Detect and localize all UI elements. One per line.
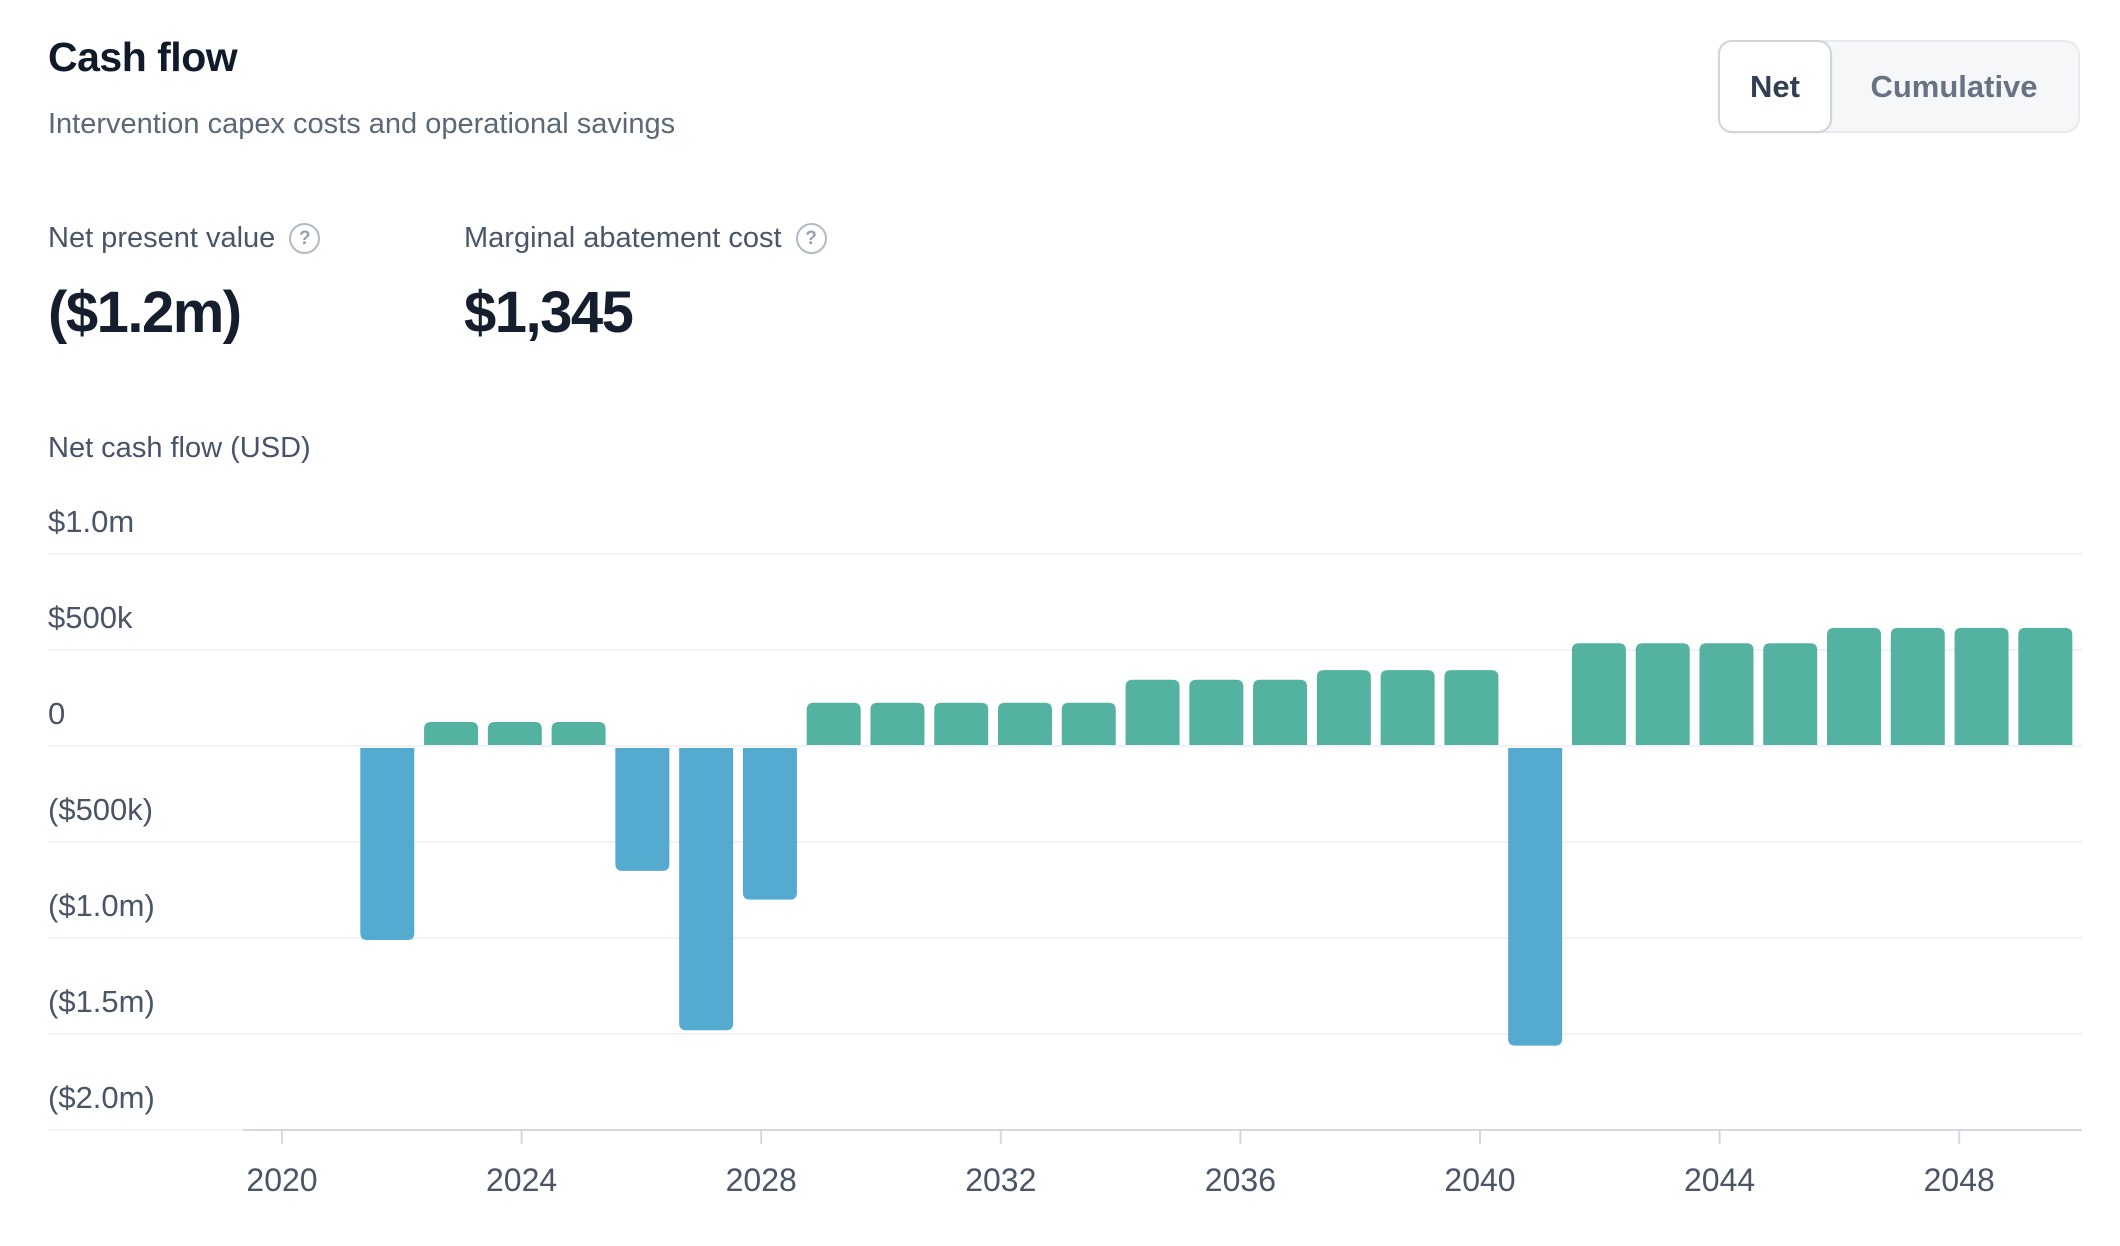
y-axis-tick-label: $500k (48, 600, 133, 635)
stat-label: Net present value (48, 222, 276, 254)
bar-2033[interactable] (1061, 702, 1116, 745)
bar-2028[interactable] (742, 748, 797, 900)
bar-2045[interactable] (1827, 627, 1882, 745)
chart-axis-title: Net cash flow (USD) (48, 432, 311, 464)
bar-2036[interactable] (1253, 679, 1308, 745)
stat-label: Marginal abatement cost (464, 222, 782, 254)
page-title: Cash flow (48, 34, 238, 80)
bar-2023[interactable] (424, 721, 479, 745)
bar-2032[interactable] (998, 702, 1052, 745)
bar-2027[interactable] (679, 748, 734, 1031)
bar-2034[interactable] (1125, 679, 1180, 745)
bar-2048[interactable] (2018, 627, 2073, 745)
bar-2041[interactable] (1571, 643, 1626, 745)
y-axis-tick-label: ($500k) (48, 792, 153, 827)
net-cumulative-toggle: Net Cumulative (1718, 40, 2080, 133)
bar-2026[interactable] (615, 748, 670, 871)
bar-2044[interactable] (1763, 643, 1818, 745)
stat-value: ($1.2m) (48, 280, 242, 345)
bar-2035[interactable] (1189, 679, 1244, 745)
help-icon[interactable]: ? (795, 223, 827, 254)
bar-2043[interactable] (1699, 643, 1754, 745)
toggle-option-net[interactable]: Net (1718, 40, 1832, 133)
page-subtitle: Intervention capex costs and operational… (48, 108, 676, 140)
bar-2039[interactable] (1444, 670, 1499, 745)
x-axis-tick-label: 2048 (1924, 1162, 1995, 1198)
bar-2030[interactable] (870, 702, 925, 745)
y-axis-tick-label: ($1.0m) (48, 888, 155, 923)
bar-2037[interactable] (1316, 670, 1371, 745)
x-axis-tick-label: 2020 (246, 1162, 317, 1198)
stat-net-present-value: Net present value ? ($1.2m) (48, 222, 321, 346)
bar-2022[interactable] (360, 748, 415, 940)
bar-2042[interactable] (1635, 643, 1690, 745)
bar-2047[interactable] (1954, 627, 2009, 745)
x-axis-tick-label: 2028 (726, 1162, 797, 1198)
y-axis-tick-label: ($1.5m) (48, 984, 155, 1019)
stat-marginal-abatement-cost: Marginal abatement cost ? $1,345 (464, 222, 827, 346)
x-axis-tick-label: 2036 (1205, 1162, 1276, 1198)
bar-2040[interactable] (1508, 748, 1563, 1046)
bar-2046[interactable] (1890, 627, 1945, 745)
bar-2029[interactable] (806, 702, 861, 745)
bar-2038[interactable] (1380, 670, 1435, 745)
y-axis-tick-label: ($2.0m) (48, 1080, 155, 1115)
x-axis-tick-label: 2040 (1444, 1162, 1515, 1198)
bar-2024[interactable] (487, 721, 542, 745)
toggle-option-cumulative[interactable]: Cumulative (1830, 42, 2078, 131)
x-axis-tick-label: 2024 (486, 1162, 557, 1198)
x-axis-tick-label: 2032 (965, 1162, 1036, 1198)
bar-2025[interactable] (551, 721, 606, 745)
y-axis-tick-label: $1.0m (48, 504, 134, 539)
help-icon[interactable]: ? (289, 223, 321, 254)
stat-value: $1,345 (464, 280, 634, 345)
y-axis-tick-label: 0 (48, 696, 65, 731)
bar-2031[interactable] (934, 702, 989, 745)
x-axis-tick-label: 2044 (1684, 1162, 1755, 1198)
